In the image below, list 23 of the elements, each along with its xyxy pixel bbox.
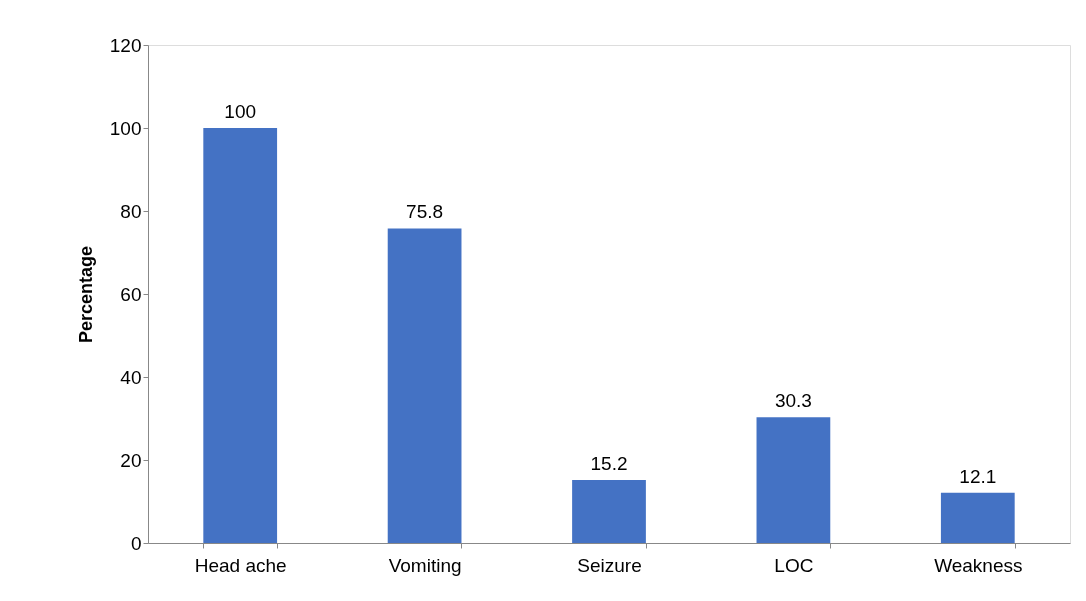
data-label: 100: [224, 101, 257, 122]
bar: [756, 417, 831, 543]
bar: [940, 492, 1015, 543]
y-axis-title: Percentage: [75, 245, 96, 344]
bar: [387, 228, 462, 543]
y-tick-label: 60: [120, 283, 142, 305]
data-label: 12.1: [959, 465, 997, 487]
x-tick-label: Vomiting: [388, 554, 462, 576]
y-tick-label: 120: [109, 34, 142, 56]
bar: [572, 479, 646, 543]
y-tick-label: 0: [130, 532, 142, 554]
data-label: 30.3: [774, 390, 812, 412]
x-tick-label: Head ache: [194, 554, 287, 576]
bar: [203, 128, 278, 543]
y-tick-label: 40: [120, 366, 142, 388]
y-tick-label: 100: [109, 117, 142, 139]
x-tick-label: Weakness: [934, 554, 1023, 576]
y-tick-label: 20: [120, 449, 142, 471]
x-tick-label: Seizure: [577, 554, 642, 576]
y-tick-label: 80: [120, 200, 142, 222]
data-label: 75.8: [406, 201, 444, 223]
data-label: 15.2: [590, 452, 628, 474]
x-tick-label: LOC: [774, 554, 814, 576]
